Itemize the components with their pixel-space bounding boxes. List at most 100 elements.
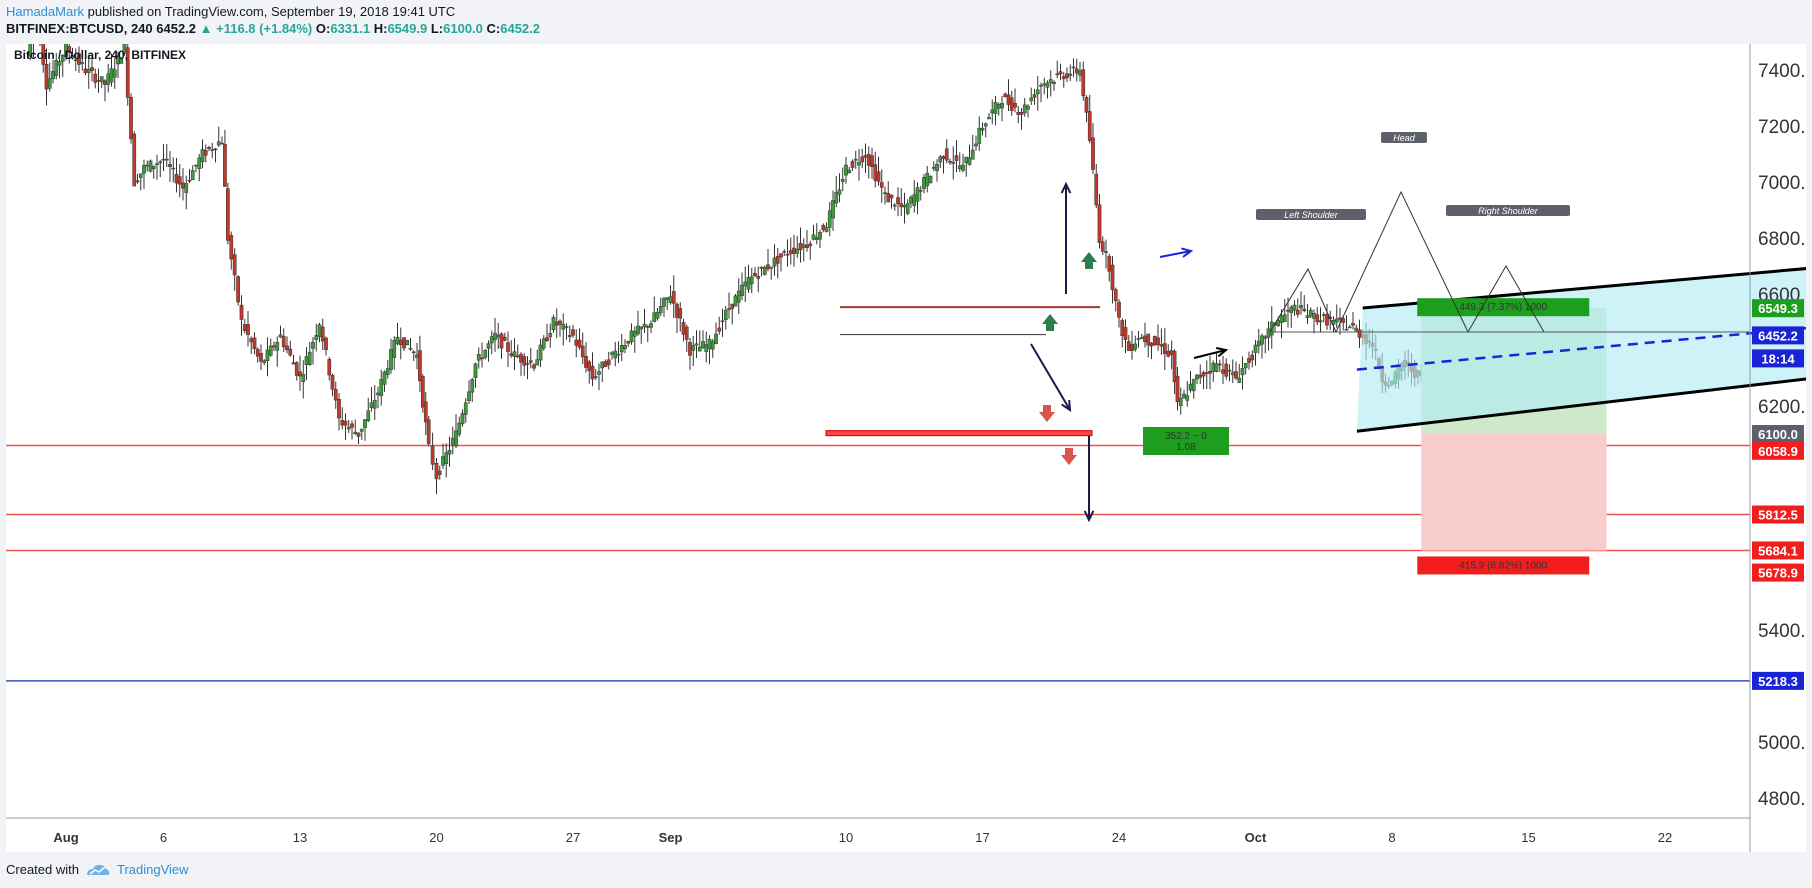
candle-body bbox=[707, 338, 712, 350]
candle-body bbox=[1315, 314, 1320, 323]
author-link[interactable]: HamadaMark bbox=[6, 4, 85, 19]
candle-body bbox=[129, 97, 133, 140]
price-axis-badge-label: 6058.9 bbox=[1758, 444, 1798, 459]
candle-body bbox=[200, 149, 205, 163]
candle-body bbox=[525, 363, 530, 365]
price-axis-badge bbox=[1752, 326, 1804, 345]
candle-body bbox=[496, 334, 501, 338]
candle-body bbox=[603, 361, 608, 367]
candle-body bbox=[840, 178, 845, 182]
candle-body bbox=[437, 470, 442, 475]
candle-body bbox=[948, 161, 952, 163]
candle-body bbox=[327, 359, 332, 376]
price-axis-badge-label: 6452.2 bbox=[1758, 328, 1798, 343]
candle-body bbox=[379, 379, 384, 396]
candle-body bbox=[1237, 377, 1242, 383]
candle-body bbox=[1276, 320, 1281, 326]
candle-body bbox=[1198, 374, 1203, 378]
candle-body bbox=[1243, 363, 1248, 369]
candle-body bbox=[1234, 371, 1238, 379]
stop-label-text: 415.9 (6.82%) 1000 bbox=[1459, 560, 1547, 571]
candle-body bbox=[138, 173, 143, 178]
chart-area[interactable]: 449.3 (7.37%) 1000 415.9 (6.82%) 1000 352.… bbox=[6, 3, 1812, 852]
candle-body bbox=[421, 376, 425, 408]
candle-body bbox=[148, 160, 153, 172]
candle-body bbox=[896, 197, 900, 204]
candle-body bbox=[1159, 344, 1164, 347]
candle-body bbox=[44, 64, 49, 90]
candle-body bbox=[1032, 94, 1037, 98]
x-tick-label: Sep bbox=[659, 830, 683, 845]
channel-low-arrow bbox=[1193, 349, 1227, 359]
candle-body bbox=[532, 364, 536, 369]
candle-body bbox=[1240, 368, 1245, 376]
candle-body bbox=[935, 163, 939, 172]
candle-body bbox=[1152, 336, 1157, 346]
x-tick-label: 6 bbox=[160, 830, 167, 845]
candle-body bbox=[298, 371, 302, 377]
candle-body bbox=[766, 264, 770, 270]
candle-body bbox=[346, 426, 351, 430]
ratio-label-text: 352.2 ~ 0 bbox=[1165, 431, 1207, 442]
candle-body bbox=[805, 244, 809, 248]
candle-body bbox=[51, 71, 55, 80]
target-label-text: 449.3 (7.37%) 1000 bbox=[1459, 302, 1547, 313]
candle-body bbox=[317, 324, 322, 338]
candle-body bbox=[756, 275, 761, 279]
price-axis-badge-label: 5684.1 bbox=[1758, 543, 1798, 558]
candle-body bbox=[847, 169, 852, 173]
candle-body bbox=[343, 420, 348, 426]
candle-body bbox=[161, 158, 166, 161]
candle-body bbox=[1087, 111, 1092, 141]
candle-body bbox=[330, 375, 335, 390]
candle-body bbox=[571, 329, 575, 336]
candle-body bbox=[1097, 204, 1102, 243]
candle-body bbox=[467, 391, 471, 402]
price-axis-badge-label: 5812.5 bbox=[1758, 508, 1798, 523]
candle-body bbox=[681, 322, 686, 335]
candle-body bbox=[697, 346, 702, 352]
stop-label-box bbox=[1417, 556, 1590, 575]
candle-body bbox=[548, 333, 553, 338]
candle-body bbox=[668, 296, 673, 303]
candle-body bbox=[460, 413, 465, 425]
candle-body bbox=[1026, 105, 1030, 110]
candle-body bbox=[733, 295, 738, 307]
candle-body bbox=[1351, 323, 1355, 326]
price-axis-badge bbox=[1752, 671, 1804, 690]
price-axis-badge bbox=[1752, 541, 1804, 560]
candle-body bbox=[1191, 379, 1196, 392]
candle-body bbox=[1292, 304, 1297, 311]
left-shoulder-line bbox=[1269, 267, 1337, 333]
candle-body bbox=[714, 333, 718, 345]
loss-zone bbox=[1421, 434, 1607, 551]
candle-body bbox=[418, 350, 422, 382]
published-text: published on TradingView.com, September … bbox=[87, 4, 456, 19]
candle-body bbox=[103, 80, 107, 85]
tradingview-link[interactable]: TradingView bbox=[116, 862, 189, 877]
candle-body bbox=[743, 281, 748, 287]
candle-body bbox=[1308, 309, 1313, 317]
candle-body bbox=[996, 104, 1001, 109]
candle-body bbox=[168, 164, 172, 167]
candle-body bbox=[727, 308, 731, 310]
candle-body bbox=[333, 389, 338, 401]
candle-body bbox=[119, 58, 124, 64]
candle-body bbox=[1247, 358, 1251, 363]
candle-body bbox=[938, 156, 943, 163]
candle-body bbox=[1139, 337, 1144, 339]
candle-body bbox=[730, 303, 735, 309]
candle-body bbox=[925, 172, 930, 187]
price-chart[interactable]: 449.3 (7.37%) 1000 415.9 (6.82%) 1000 352.… bbox=[6, 3, 1812, 852]
candle-body bbox=[1250, 354, 1255, 361]
head-line bbox=[1335, 190, 1469, 333]
candle-body bbox=[1318, 320, 1323, 323]
candle-body bbox=[876, 171, 881, 182]
candle-body bbox=[1120, 320, 1125, 336]
candle-body bbox=[688, 342, 692, 356]
candle-body bbox=[99, 76, 104, 83]
candle-body bbox=[281, 336, 286, 348]
candle-body bbox=[450, 437, 455, 445]
candle-body bbox=[226, 188, 230, 241]
candle-body bbox=[181, 182, 185, 189]
